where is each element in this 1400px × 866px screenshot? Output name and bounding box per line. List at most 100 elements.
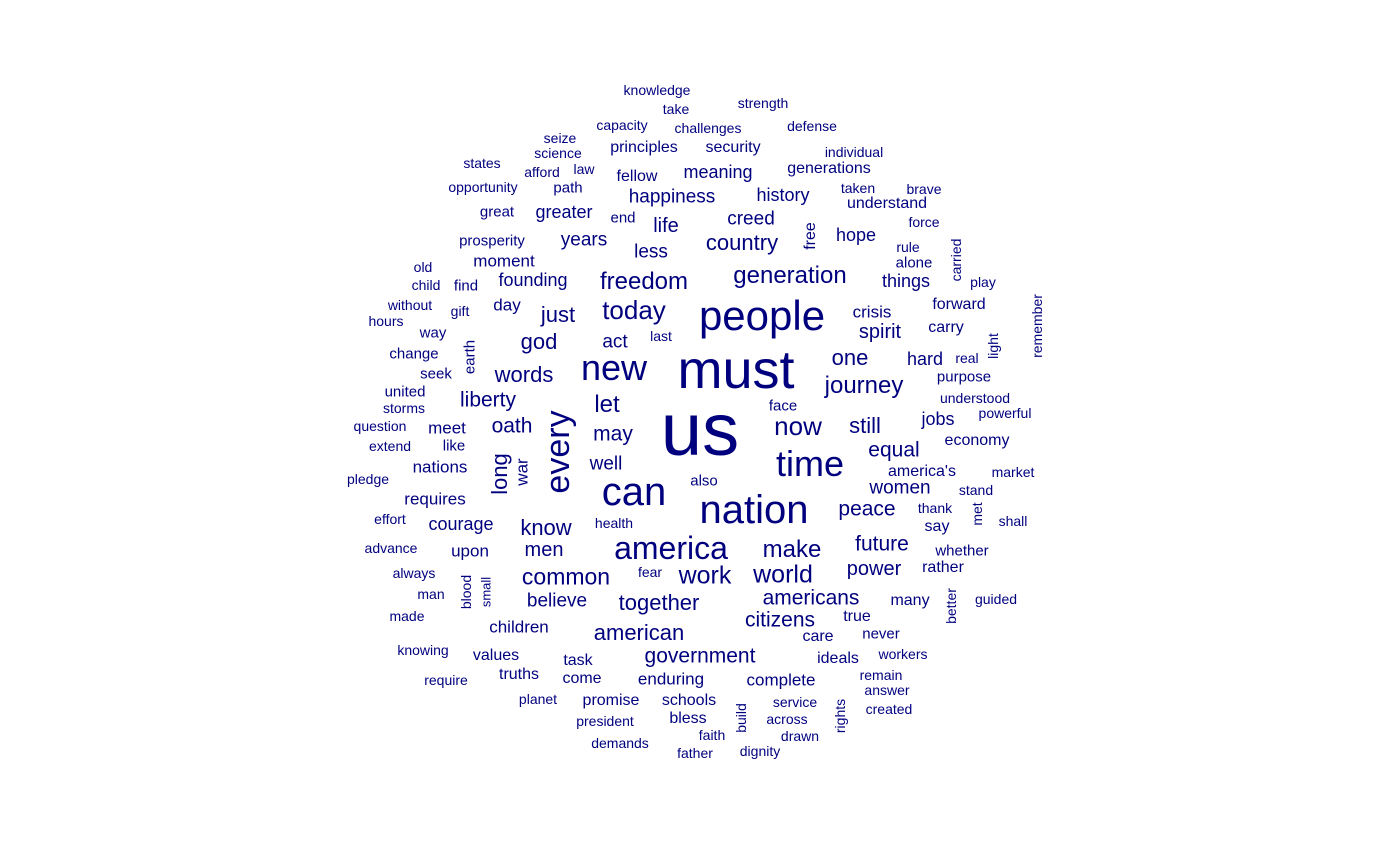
cloud-word: purpose [936, 368, 992, 386]
cloud-word: taken [840, 180, 876, 196]
cloud-word: one [831, 345, 869, 370]
cloud-word: pledge [346, 471, 390, 487]
cloud-word: history [756, 185, 810, 205]
cloud-word: prosperity [459, 232, 525, 250]
cloud-word: advance [364, 540, 418, 556]
cloud-word: every [539, 410, 577, 494]
cloud-word: requires [404, 489, 466, 509]
cloud-word: work [678, 561, 732, 590]
cloud-word: knowledge [623, 82, 691, 98]
cloud-word: together [618, 590, 700, 615]
cloud-word: ideals [817, 650, 859, 667]
cloud-word: across [766, 711, 808, 727]
cloud-word: promise [582, 692, 640, 709]
cloud-word: made [389, 608, 425, 624]
cloud-word: individual [824, 144, 884, 160]
cloud-word: effort [374, 511, 406, 527]
cloud-word: father [677, 745, 713, 761]
cloud-word: schools [661, 692, 717, 709]
cloud-word: brave [906, 181, 942, 197]
cloud-word: nation [699, 488, 809, 532]
cloud-word: new [580, 347, 648, 388]
cloud-word: build [733, 703, 749, 733]
cloud-word: last [650, 328, 672, 344]
cloud-word: war [512, 458, 532, 486]
cloud-word: women [869, 477, 931, 499]
cloud-word: moment [473, 251, 535, 271]
cloud-word: things [881, 271, 931, 291]
cloud-word: hard [906, 349, 944, 369]
cloud-word: believe [526, 590, 588, 612]
cloud-word: without [387, 297, 433, 313]
cloud-word: know [520, 515, 572, 540]
cloud-word: upon [451, 541, 489, 561]
cloud-word: crisis [852, 302, 892, 322]
cloud-word: rule [896, 239, 920, 255]
cloud-word: citizens [744, 608, 816, 632]
cloud-word: better [943, 588, 959, 624]
cloud-word: may [593, 422, 633, 446]
cloud-word: now [774, 411, 822, 441]
cloud-word: whether [935, 542, 989, 560]
cloud-word: courage [428, 514, 494, 534]
cloud-word: face [768, 397, 798, 415]
cloud-word: meaning [683, 162, 753, 182]
cloud-word: care [802, 628, 834, 645]
cloud-word: time [775, 443, 845, 484]
cloud-word: equal [868, 438, 920, 462]
cloud-word: country [705, 230, 779, 255]
cloud-word: government [644, 644, 756, 668]
cloud-word: life [653, 215, 679, 237]
cloud-word: like [442, 437, 466, 455]
cloud-word: great [479, 203, 515, 221]
cloud-word: day [493, 295, 521, 315]
cloud-word: must [677, 340, 795, 400]
cloud-word: people [698, 292, 826, 339]
cloud-word: liberty [459, 388, 517, 412]
cloud-word: values [472, 647, 520, 664]
cloud-word: peace [838, 497, 896, 521]
cloud-word: states [463, 155, 501, 171]
cloud-word: child [411, 277, 441, 293]
cloud-word: fellow [616, 168, 658, 185]
cloud-word: understood [939, 390, 1011, 406]
cloud-word: spirit [858, 321, 902, 343]
cloud-word: truths [498, 666, 540, 683]
cloud-word: words [494, 362, 554, 387]
cloud-word: way [419, 324, 447, 342]
cloud-word: require [424, 672, 468, 688]
cloud-word: strength [737, 95, 789, 111]
cloud-word: america's [888, 463, 956, 480]
cloud-word: meet [428, 418, 466, 438]
cloud-word: creed [727, 208, 775, 230]
cloud-word: gift [450, 303, 470, 319]
cloud-word: capacity [596, 117, 648, 133]
cloud-word: future [855, 532, 909, 556]
cloud-word: years [560, 229, 608, 251]
cloud-word: man [417, 586, 445, 602]
cloud-word: powerful [978, 405, 1032, 421]
cloud-word: old [413, 259, 433, 275]
cloud-word: drawn [780, 728, 820, 744]
cloud-word: opportunity [448, 179, 518, 195]
cloud-word: hope [835, 225, 877, 245]
cloud-word: nations [412, 457, 468, 477]
cloud-word: extend [368, 438, 412, 454]
cloud-word: american [593, 620, 685, 645]
cloud-word: real [955, 350, 979, 366]
cloud-word: faith [698, 727, 726, 743]
cloud-word: power [846, 558, 902, 580]
cloud-word: founding [498, 270, 568, 290]
cloud-word: common [521, 563, 611, 590]
cloud-word: rather [922, 559, 964, 576]
cloud-word: generation [733, 262, 847, 289]
cloud-word: afford [524, 164, 560, 180]
cloud-word: science [534, 145, 582, 161]
cloud-word: market [991, 464, 1035, 480]
cloud-word: just [540, 302, 576, 327]
cloud-word: carry [928, 319, 964, 336]
cloud-word: carried [948, 238, 964, 282]
cloud-word: thank [917, 500, 953, 516]
cloud-word: today [602, 295, 666, 325]
cloud-word: demands [591, 735, 649, 751]
